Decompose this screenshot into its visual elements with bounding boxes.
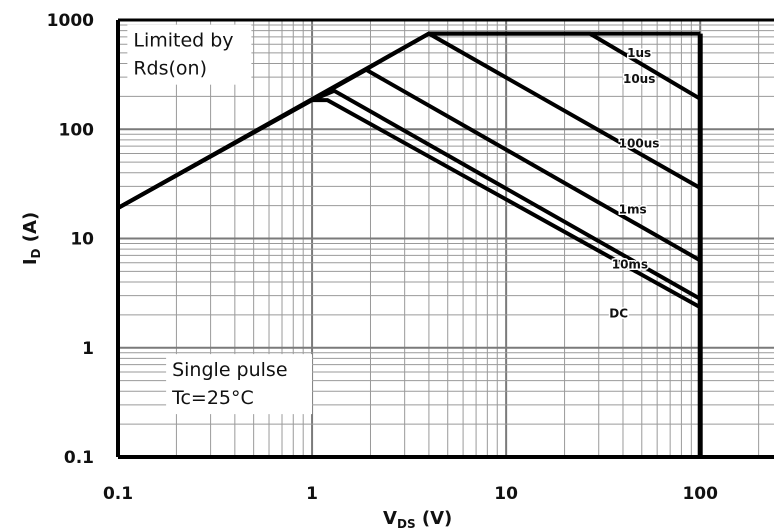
- series-line-1ms: [117, 67, 702, 263]
- annotation-boxes: [127, 24, 313, 415]
- x-tick-label: 1: [306, 484, 318, 504]
- series-label-10us: 10us: [623, 72, 655, 86]
- x-tick-label: 100: [682, 484, 718, 504]
- y-tick-label: 0.1: [64, 448, 94, 468]
- series-label-10ms: 10ms: [612, 258, 648, 272]
- series-line-DC: [312, 98, 702, 309]
- series-label-1ms: 1ms: [619, 202, 647, 216]
- annotation-1-line-1: Tc=25°C: [171, 387, 254, 409]
- annotation-0-line-1: Rds(on): [133, 58, 207, 80]
- y-tick-label: 100: [59, 120, 95, 140]
- x-axis-label: VDS (V): [383, 508, 452, 530]
- annotation-1-line-0: Single pulse: [172, 359, 287, 381]
- y-tick-label: 1: [82, 339, 94, 359]
- annotations: Limited by Rds(on) Single pulse Tc=25°C: [133, 30, 287, 409]
- y-axis-label: ID (A): [20, 212, 43, 265]
- series-label-100us: 100us: [619, 137, 660, 151]
- x-tick-label: 10: [494, 484, 518, 504]
- series-label-1us: 1us: [627, 46, 651, 60]
- annotation-background: [127, 24, 252, 85]
- series-label-DC: DC: [609, 306, 628, 320]
- plot-frame: [116, 18, 774, 459]
- y-tick-label: 10: [70, 230, 94, 250]
- axis-labels: VDS (V) ID (A): [20, 212, 452, 530]
- series-lines: [117, 31, 702, 309]
- series-labels: 1us 10us 100us 1ms 10ms DC: [608, 44, 661, 321]
- series-line-10ms: [311, 88, 702, 301]
- annotation-0-line-0: Limited by: [133, 30, 233, 52]
- tick-labels: 0.1 1 10 100 0.1 1 10 100 1000: [47, 11, 718, 504]
- x-tick-label: 0.1: [103, 484, 133, 504]
- annotation-background: [166, 354, 313, 415]
- series-line-10us: [428, 31, 702, 101]
- y-tick-label: 1000: [47, 11, 94, 31]
